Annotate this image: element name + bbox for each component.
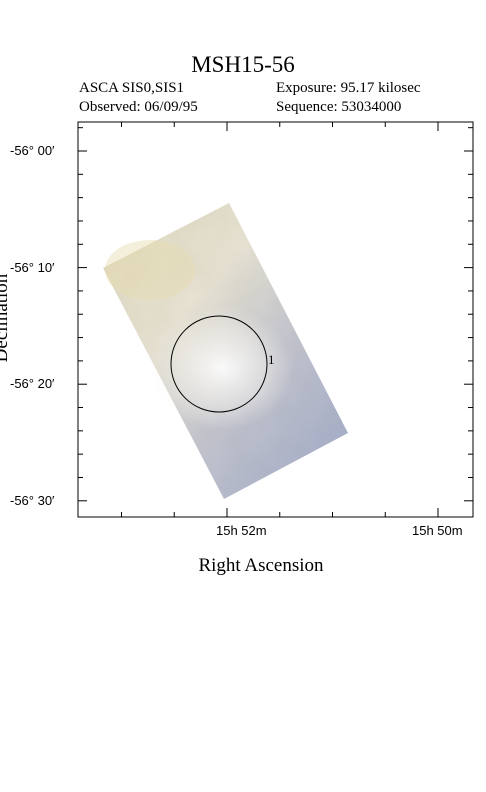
instrument-label: ASCA SIS0,SIS1 bbox=[79, 80, 185, 96]
plot-title: MSH15-56 bbox=[191, 52, 295, 77]
yellow-patch bbox=[105, 240, 195, 300]
source-marker-label: 1 bbox=[268, 352, 275, 367]
x-tick-label: 15h 50m bbox=[412, 523, 463, 538]
y-axis-title: Declination bbox=[0, 273, 12, 363]
x-axis-title: Right Ascension bbox=[198, 555, 324, 576]
plot-frame bbox=[77, 121, 474, 518]
y-tick-label: -56° 10′ bbox=[10, 260, 55, 275]
sequence-label: Sequence: 53034000 bbox=[276, 99, 402, 115]
x-tick-label: 15h 52m bbox=[216, 523, 267, 538]
exposure-label: Exposure: 95.17 kilosec bbox=[276, 80, 421, 96]
observed-date: Observed: 06/09/95 bbox=[79, 99, 198, 115]
axis-ticks bbox=[78, 122, 473, 517]
y-tick-label: -56° 30′ bbox=[10, 493, 55, 508]
y-tick-label: -56° 00′ bbox=[10, 143, 55, 158]
source-region-circle bbox=[170, 315, 268, 413]
y-tick-label: -56° 20′ bbox=[10, 376, 55, 391]
